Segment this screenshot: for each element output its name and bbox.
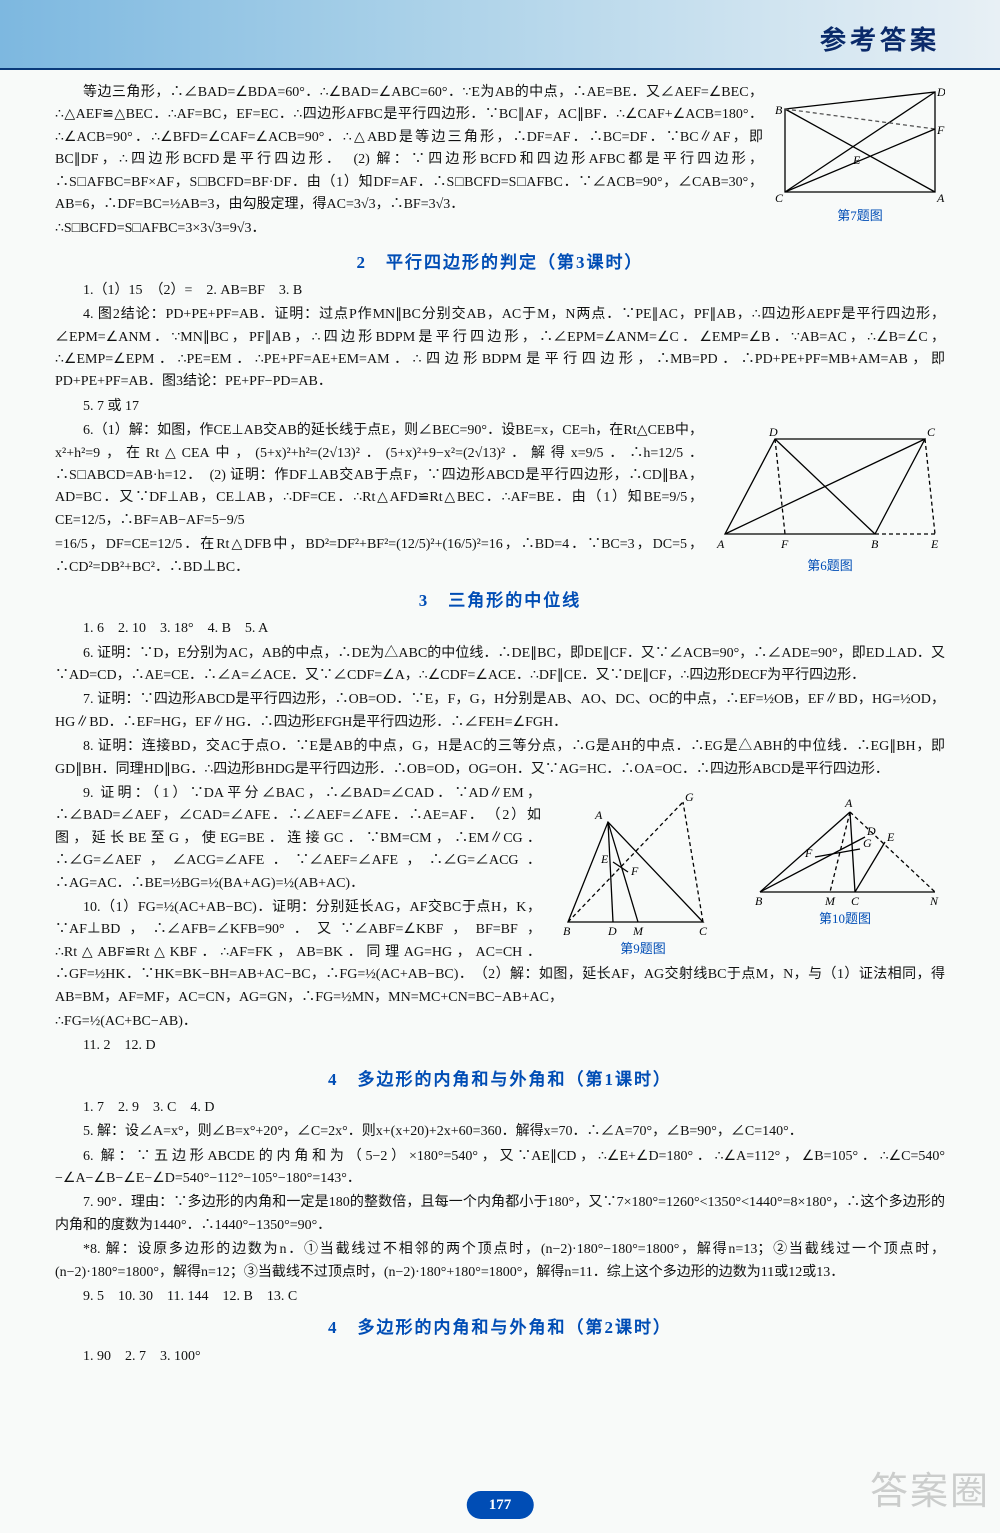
page-header: 参考答案	[0, 0, 1000, 70]
s4a-line9: 9. 5 10. 30 11. 144 12. B 13. C	[55, 1286, 945, 1308]
s4b-line1: 1. 90 2. 7 3. 100°	[55, 1346, 945, 1368]
figure-9-caption: 第9题图	[553, 939, 733, 960]
svg-text:B: B	[871, 537, 879, 551]
figure-10: B M C N A F GDE 第10题图	[745, 787, 945, 930]
section-2-title: 2 平行四边形的判定（第3课时）	[55, 249, 945, 276]
s3-line11: 11. 2 12. D	[55, 1035, 945, 1057]
svg-text:E: E	[852, 153, 861, 167]
content-area: BD FC AE 第7题图 等边三角形，∴∠BAD=∠BDA=60°．∴∠BAD…	[0, 70, 1000, 1400]
figure-9-svg: B D M C A E F G	[553, 787, 733, 937]
section-3-title: 3 三角形的中位线	[55, 587, 945, 614]
svg-text:F: F	[804, 846, 813, 860]
svg-text:A: A	[844, 796, 853, 810]
svg-text:G: G	[685, 790, 694, 804]
svg-text:F: F	[780, 537, 789, 551]
figure-7: B D F C A E 第7题图	[775, 84, 945, 227]
svg-text:D: D	[768, 425, 778, 439]
header-title: 参考答案	[820, 20, 940, 62]
figure-9: B D M C A E F G 第9题图	[553, 787, 733, 960]
svg-text:F: F	[936, 123, 945, 137]
s4a-line1: 1. 7 2. 9 3. C 4. D	[55, 1097, 945, 1119]
s4a-para7: 7. 90°．理由：∵多边形的内角和一定是180的整数倍，且每一个内角都小于18…	[55, 1192, 945, 1237]
figure-7-svg: B D F C A E	[775, 84, 945, 204]
svg-text:M: M	[632, 924, 644, 937]
s4a-para8: *8. 解：设原多边形的边数为n．①当截线过不相邻的两个顶点时，(n−2)·18…	[55, 1239, 945, 1284]
figure-10-caption: 第10题图	[745, 909, 945, 930]
svg-text:E: E	[886, 830, 895, 844]
svg-text:A: A	[594, 808, 603, 822]
svg-text:C: C	[775, 191, 784, 204]
page-number: 177	[467, 1491, 534, 1519]
figure-6-svg: A F B E D C	[715, 424, 945, 554]
s3-line1: 1. 6 2. 10 3. 18° 4. B 5. A	[55, 618, 945, 640]
svg-text:D: D	[607, 924, 617, 937]
svg-text:B: B	[563, 924, 571, 937]
svg-text:C: C	[927, 425, 936, 439]
svg-text:B: B	[755, 894, 763, 907]
s3-para8: 8. 证明：连接BD，交AC于点O．∵E是AB的中点，G，H是AC的三等分点，∴…	[55, 736, 945, 781]
svg-text:C: C	[699, 924, 708, 937]
s3-para7: 7. 证明：∵四边形ABCD是平行四边形，∴OB=OD．∵E，F，G，H分别是A…	[55, 689, 945, 734]
section-4a-title: 4 多边形的内角和与外角和（第1课时）	[55, 1066, 945, 1093]
svg-text:D: D	[866, 824, 876, 838]
figure-10-svg: B M C N A F GDE	[745, 787, 945, 907]
s3-para6: 6. 证明：∵D，E分别为AC，AB的中点，∴DE为△ABC的中位线．∴DE∥B…	[55, 643, 945, 688]
svg-text:A: A	[716, 537, 725, 551]
s2-line5: 5. 7 或 17	[55, 396, 945, 418]
figure-6-caption: 第6题图	[715, 556, 945, 577]
s4a-para6: 6. 解：∵五边形ABCDE的内角和为（5−2）×180°=540°，又∵AE∥…	[55, 1146, 945, 1191]
figure-6: A F B E D C 第6题图	[715, 424, 945, 577]
svg-text:D: D	[936, 85, 945, 99]
svg-text:G: G	[863, 836, 872, 850]
svg-text:E: E	[930, 537, 939, 551]
svg-text:A: A	[936, 191, 945, 204]
watermark: 答案圈	[870, 1462, 990, 1523]
svg-text:N: N	[929, 894, 939, 907]
figure-7-caption: 第7题图	[775, 206, 945, 227]
svg-text:F: F	[630, 864, 639, 878]
svg-text:M: M	[824, 894, 836, 907]
s3-para10b: ∴FG=½(AC+BC−AB)．	[55, 1011, 945, 1033]
svg-text:E: E	[600, 852, 609, 866]
s4a-para5: 5. 解：设∠A=x°，则∠B=x°+20°，∠C=2x°．则x+(x+20)+…	[55, 1121, 945, 1143]
s2-para4: 4. 图2结论：PD+PE+PF=AB．证明：过点P作MN∥BC分别交AB，AC…	[55, 304, 945, 394]
svg-text:C: C	[851, 894, 860, 907]
section-4b-title: 4 多边形的内角和与外角和（第2课时）	[55, 1314, 945, 1341]
svg-text:B: B	[775, 103, 783, 117]
s2-line1: 1.（1）15 （2）= 2. AB=BF 3. B	[55, 280, 945, 302]
